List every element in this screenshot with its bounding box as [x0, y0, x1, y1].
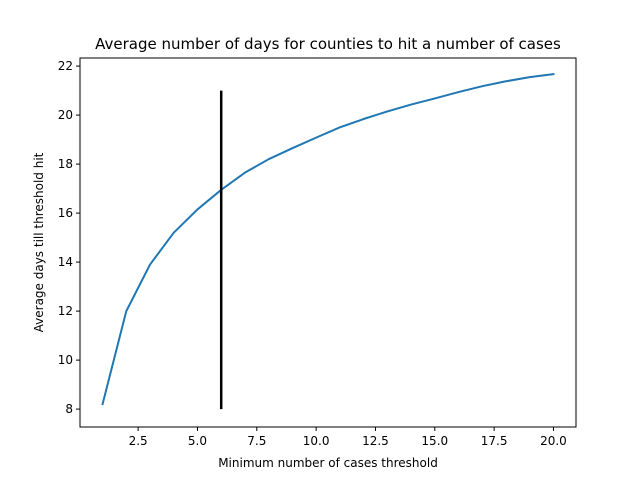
y-tick-label: 12 — [58, 304, 73, 318]
y-tick-label: 10 — [58, 353, 73, 367]
x-tick-label: 7.5 — [247, 434, 266, 448]
x-tick-label: 2.5 — [129, 434, 148, 448]
plot-area — [80, 58, 576, 427]
chart-title: Average number of days for counties to h… — [95, 35, 561, 53]
x-axis-label: Minimum number of cases threshold — [218, 456, 438, 470]
y-tick-label: 20 — [58, 108, 73, 122]
y-axis-ticks: 8 10 12 14 16 18 20 22 — [58, 59, 80, 416]
y-tick-label: 14 — [58, 255, 73, 269]
y-axis-label: Average days till threshold hit — [32, 152, 46, 332]
x-tick-label: 15.0 — [421, 434, 448, 448]
x-axis-ticks: 2.5 5.0 7.5 10.0 12.5 15.0 17.5 20.0 — [129, 427, 567, 448]
x-tick-label: 10.0 — [303, 434, 330, 448]
y-tick-label: 16 — [58, 206, 73, 220]
x-tick-label: 12.5 — [362, 434, 389, 448]
x-tick-label: 5.0 — [188, 434, 207, 448]
series-line-0 — [101, 73, 555, 406]
plot-frame — [79, 57, 577, 428]
chart-marks — [101, 73, 555, 410]
x-tick-label: 17.5 — [481, 434, 508, 448]
x-tick-label: 20.0 — [540, 434, 567, 448]
y-tick-label: 8 — [65, 402, 73, 416]
y-tick-label: 22 — [58, 59, 73, 73]
y-tick-label: 18 — [58, 157, 73, 171]
